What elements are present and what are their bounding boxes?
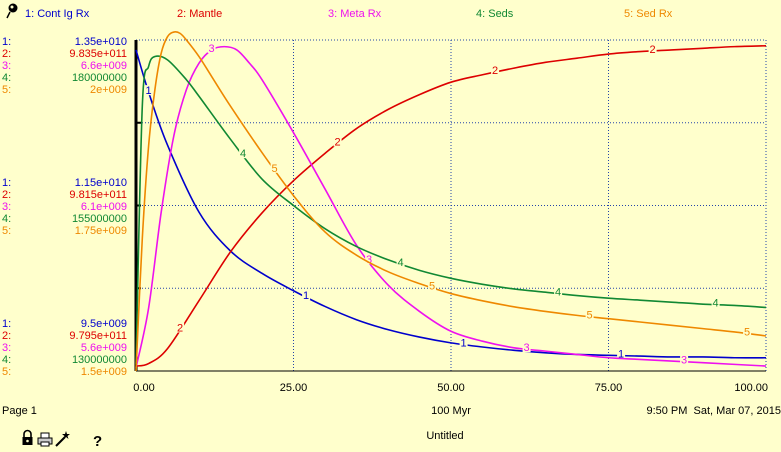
series-marker-bg [743,326,752,337]
y-axis-value-label: 9.815e+011 [69,189,127,201]
y-axis-value-label: 130000000 [72,354,127,366]
series-marker-2: 2 [177,322,183,334]
grid [136,39,767,371]
series-marker-1: 1 [461,338,467,350]
series-marker-bg [522,342,531,353]
series-marker-bg [207,42,216,53]
legend: 1: Cont Ig Rx 2: Mantle 3: Meta Rx 4: Se… [6,3,673,20]
y-axis-value-label: 155000000 [72,213,127,225]
y-axis-series-number: 2: [2,48,11,60]
y-axis-series-number: 1: [2,177,11,189]
legend-entry-seds: 4: Seds [476,8,514,20]
y-axis-series-number: 3: [2,201,11,213]
series-marker-5: 5 [429,281,435,293]
series-marker-5: 5 [587,310,593,322]
y-axis-value-label: 6.1e+009 [81,201,127,213]
series-marker-2: 2 [650,44,656,56]
y-axis-series-number: 5: [2,225,11,237]
y-axis-series-number: 4: [2,72,11,84]
series-marker-4: 4 [240,148,246,160]
series-marker-5: 5 [272,163,278,175]
series-marker-4: 4 [713,298,719,310]
series-marker-bg [585,309,594,320]
series-marker-bg [711,297,720,308]
series-marker-bg [554,286,563,297]
series-marker-bg [617,348,626,359]
y-axis-labels: 1: 1.35e+010 2: 9.835e+011 3: 6.6e+009 4: 18000… [2,36,127,378]
y-axis-series-number: 1: [2,318,11,330]
series-marker-3: 3 [681,355,687,367]
y-axis-series-number: 5: [2,366,11,378]
series-marker-bg [176,322,185,333]
series-marker-bg [396,257,405,268]
series-marker-bg [302,290,311,301]
pin-icon[interactable] [6,3,18,19]
series-marker-bg [491,65,500,76]
y-axis-value-label: 9.835e+011 [69,48,127,60]
legend-entry-meta-rx: 3: Meta Rx [328,8,382,20]
series-marker-3: 3 [366,254,372,266]
series-marker-bg [144,85,153,96]
y-axis-value-label: 1.75e+009 [75,225,127,237]
wand-icon[interactable] [55,431,70,447]
series-line-1 [135,49,767,359]
page-label: Page 1 [2,405,37,417]
y-axis-value-label: 9.795e+011 [69,330,127,342]
x-tick-label: 0.00 [133,382,154,394]
y-axis-series-number: 3: [2,60,11,72]
series-marker-1: 1 [303,290,309,302]
help-icon[interactable]: ? [93,433,102,450]
series-marker-5: 5 [744,327,750,339]
y-axis-value-label: 1.5e+009 [81,366,127,378]
series-marker-3: 3 [209,43,215,55]
y-axis-series-number: 2: [2,330,11,342]
y-axis-series-number: 2: [2,189,11,201]
y-axis-value-label: 9.5e+009 [81,318,127,330]
lock-icon[interactable] [22,429,33,445]
series-marker-4: 4 [555,287,561,299]
x-tick-label: 25.00 [280,382,308,394]
legend-entry-cont-ig-rx: 1: Cont Ig Rx [25,8,90,20]
series-marker-bg [680,354,689,365]
series-marker-bg [333,136,342,147]
series-marker-bg [459,337,468,348]
x-tick-label: 100.00 [734,382,768,394]
series-line-5 [135,31,767,372]
series-marker-4: 4 [398,257,404,269]
y-axis-series-number: 1: [2,36,11,48]
series-marker-bg [428,280,437,291]
x-tick-labels: 0.00 25.00 50.00 75.00 100.00 [133,382,768,394]
series-marker-2: 2 [492,65,498,77]
timestamp: 9:50 PM Sat, Mar 07, 2015 [646,405,781,417]
y-axis-value-label: 2e+009 [90,84,127,96]
y-axis-value-label: 5.6e+009 [81,342,127,354]
y-axis-value-label: 6.6e+009 [81,60,127,72]
series-marker-bg [648,43,657,54]
x-axis-unit: 100 Myr [431,405,471,417]
series-line-4 [135,55,767,365]
series-line-3 [135,45,767,368]
series-marker-bg [239,148,248,159]
y-axis-value-label: 1.35e+010 [75,36,127,48]
series-marker-bg [365,254,374,265]
series-marker-3: 3 [524,342,530,354]
y-axis-value-label: 1.15e+010 [75,177,127,189]
x-tick-label: 50.00 [437,382,465,394]
y-axis-value-label: 180000000 [72,72,127,84]
legend-entry-sed-rx: 5: Sed Rx [624,8,673,20]
y-axis-series-number: 3: [2,342,11,354]
series-marker-2: 2 [335,136,341,148]
x-tick-label: 75.00 [595,382,623,394]
series-marker-1: 1 [146,85,152,97]
y-axis-series-number: 4: [2,213,11,225]
series-marker-bg [270,162,279,173]
series-marker-1: 1 [618,349,624,361]
legend-entry-mantle: 2: Mantle [177,8,222,20]
y-axis-series-number: 4: [2,354,11,366]
series-layer: 1 1 1 1 2 2 2 2 3 3 3 3 4 4 4 4 5 5 5 5 [135,31,767,372]
y-axis-series-number: 5: [2,84,11,96]
print-icon[interactable] [37,432,53,447]
document-title: Untitled [426,430,463,442]
